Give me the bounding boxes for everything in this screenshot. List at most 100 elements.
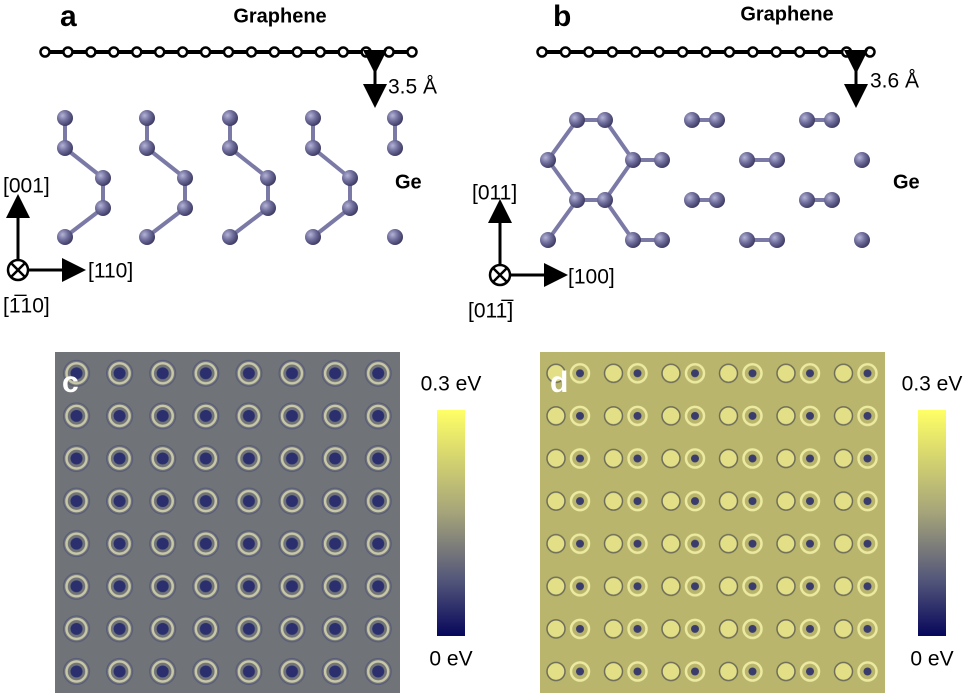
ge-atom <box>569 112 585 128</box>
carbon-atom <box>559 46 572 58</box>
carbon-atom <box>62 46 74 58</box>
carbon-atom <box>153 46 166 58</box>
panel-d: d 0.3 eV 0 eV <box>540 352 962 693</box>
ge-atom <box>57 110 73 126</box>
ge-atom <box>769 152 785 168</box>
ge-atom <box>739 152 755 168</box>
substrate-label: Ge <box>395 171 422 193</box>
ge-atom <box>260 200 276 216</box>
carbon-atom <box>199 46 212 58</box>
ge-atom <box>684 112 700 128</box>
ge-atom <box>540 232 556 248</box>
ge-atom <box>625 232 641 248</box>
carbon-atom <box>700 46 712 58</box>
carbon-atom <box>817 46 829 58</box>
ge-atom <box>57 140 73 156</box>
bond <box>546 158 579 202</box>
carbon-atom <box>176 46 189 58</box>
ge-atom <box>305 140 321 156</box>
carbon-atom <box>793 46 806 58</box>
carbon-atom <box>406 46 418 58</box>
ge-atom <box>95 170 111 186</box>
bond <box>546 118 579 162</box>
carbon-atom <box>629 46 642 58</box>
ge-atom <box>739 232 755 248</box>
carbon-atom <box>840 46 853 58</box>
ge-atom <box>177 200 193 216</box>
panel-label: a <box>60 0 77 33</box>
ge-atom <box>305 110 321 126</box>
bond <box>145 146 187 180</box>
carbon-atom <box>39 46 51 58</box>
carbon-atom <box>653 46 665 58</box>
carbon-atom <box>337 46 349 58</box>
bond <box>603 118 635 162</box>
ge-atom <box>260 170 276 186</box>
carbon-atom <box>131 46 143 58</box>
bond <box>603 158 635 202</box>
carbon-atom <box>864 46 876 58</box>
colorbar <box>918 410 946 636</box>
ge-atom <box>139 110 155 126</box>
substrate-label: Ge <box>893 171 920 193</box>
ge-atom <box>222 110 238 126</box>
spacing-label: 3.5 Å <box>388 76 437 99</box>
ge-atom <box>387 110 403 126</box>
ge-atom <box>569 192 585 208</box>
ge-atom <box>57 229 73 245</box>
ge-atom <box>222 140 238 156</box>
bonds <box>546 118 832 242</box>
ge-atom <box>387 140 403 156</box>
ge-atom <box>654 152 670 168</box>
ge-atom <box>540 152 556 168</box>
axis-label: [011] <box>472 182 517 205</box>
ge-atom <box>95 200 111 216</box>
carbon-atom <box>536 46 548 58</box>
ge-atom <box>139 140 155 156</box>
potential-map <box>55 352 400 693</box>
colorbar-max: 0.3 eV <box>421 373 482 396</box>
carbon-atom <box>222 46 235 58</box>
axis-label: [110] <box>88 260 133 283</box>
ge-atom <box>222 229 238 245</box>
ge-atom <box>799 192 815 208</box>
ge-atom <box>799 112 815 128</box>
carbon-atom <box>676 46 689 58</box>
panel-label: b <box>553 0 571 33</box>
panel-label: c <box>62 366 79 399</box>
ge-atom <box>387 229 403 245</box>
bond <box>603 198 635 242</box>
into-symbol <box>10 262 26 278</box>
layer-label: Graphene <box>740 3 833 25</box>
ge-atom <box>139 229 155 245</box>
spacing-label: 3.6 Å <box>870 70 919 93</box>
ge-atom <box>342 170 358 186</box>
carbon-atom <box>383 46 395 58</box>
ge-atom <box>342 200 358 216</box>
layer-label: Graphene <box>233 5 326 27</box>
colorbar-min: 0 eV <box>429 648 472 671</box>
carbon-atom <box>770 46 783 58</box>
ge-atom <box>854 232 870 248</box>
carbon-atom <box>291 46 304 58</box>
bond <box>228 146 270 180</box>
bond <box>546 198 579 242</box>
ge-atom <box>625 152 641 168</box>
ge-atom <box>684 192 700 208</box>
axis-label: [001] <box>3 175 50 198</box>
ge-atom <box>709 192 725 208</box>
carbon-atom <box>606 46 619 58</box>
panel-a: a Graphene 3.5 Å Ge [001] [110] [1̅10] <box>3 0 437 318</box>
carbon-atom <box>268 46 281 58</box>
axis-label: [1̅10] <box>3 295 50 318</box>
carbon-atom <box>583 46 595 58</box>
bond <box>63 146 105 180</box>
axis-label: [011̅] <box>468 300 514 323</box>
colorbar-max: 0.3 eV <box>902 373 963 396</box>
ge-atom <box>597 112 613 128</box>
panel-c: c 0.3 eV 0 eV <box>55 352 481 693</box>
carbon-atom <box>723 46 736 58</box>
ge-atom <box>769 232 785 248</box>
carbon-atom <box>85 46 97 58</box>
